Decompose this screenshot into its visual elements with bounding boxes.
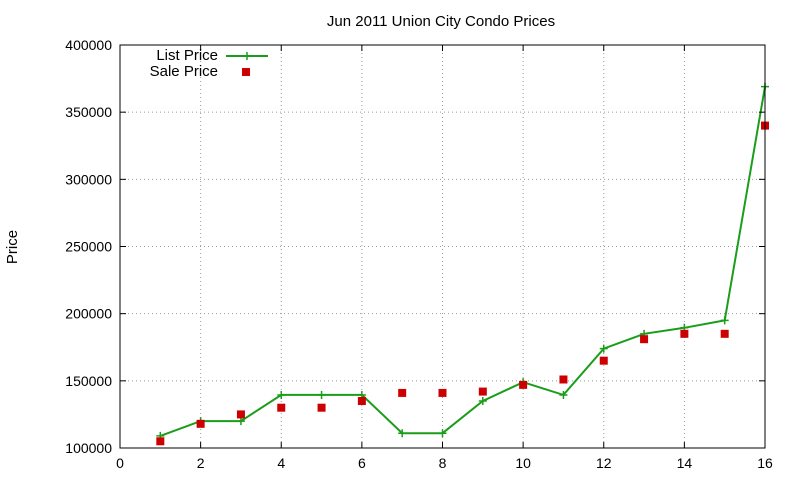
list-price-point xyxy=(317,390,326,399)
legend-marker-list-price xyxy=(243,52,251,60)
x-tick-label: 12 xyxy=(596,455,612,471)
list-price-point xyxy=(398,429,407,438)
sale-price-point xyxy=(680,329,689,338)
list-price-point xyxy=(559,390,568,399)
sale-price-point xyxy=(156,437,165,446)
y-tick-label: 350000 xyxy=(65,104,112,120)
x-tick-label: 6 xyxy=(358,455,366,471)
list-price-point xyxy=(720,316,729,325)
sale-price-point xyxy=(196,419,205,428)
y-tick-label: 100000 xyxy=(65,440,112,456)
list-price-point xyxy=(438,429,447,438)
grid xyxy=(120,45,765,448)
y-tick-label: 200000 xyxy=(65,306,112,322)
list-price-point xyxy=(478,396,487,405)
x-tick-label: 4 xyxy=(277,455,285,471)
legend: List Price Sale Price xyxy=(150,47,268,80)
y-tick-label: 400000 xyxy=(65,37,112,53)
x-tick-label: 16 xyxy=(757,455,773,471)
list-price-point xyxy=(236,417,245,426)
x-tick-label: 8 xyxy=(439,455,447,471)
sale-price-point xyxy=(317,403,326,412)
list-price-point xyxy=(599,344,608,353)
y-tick-label: 250000 xyxy=(65,239,112,255)
plot-area xyxy=(156,82,769,446)
x-tick-label: 0 xyxy=(116,455,124,471)
x-tick-label: 2 xyxy=(197,455,205,471)
sale-price-point xyxy=(398,388,407,397)
sale-price-point xyxy=(277,403,286,412)
sale-price-point xyxy=(519,380,528,389)
legend-label-list-price: List Price xyxy=(156,47,218,64)
y-tick-label: 150000 xyxy=(65,373,112,389)
sale-price-point xyxy=(236,410,245,419)
list-price-line xyxy=(159,86,766,437)
sale-price-point xyxy=(357,396,366,405)
sale-price-point xyxy=(720,329,729,338)
y-axis-label: Price xyxy=(4,230,21,264)
x-tick-label: 10 xyxy=(515,455,531,471)
sale-price-point xyxy=(599,356,608,365)
sale-price-point xyxy=(438,388,447,397)
y-tick-label: 300000 xyxy=(65,171,112,187)
x-tick-label: 14 xyxy=(677,455,693,471)
legend-label-sale-price: Sale Price xyxy=(150,63,218,80)
axis-ticks: 0 2 4 6 8 10 12 14 16 100000 150000 200000 250000 300… xyxy=(65,37,773,471)
sale-price-point xyxy=(478,387,487,396)
sale-price-point xyxy=(640,335,649,344)
sale-price-point xyxy=(559,375,568,384)
chart-title: Jun 2011 Union City Condo Prices xyxy=(327,13,555,30)
legend-marker-sale-price xyxy=(242,68,250,76)
list-price-point xyxy=(277,390,286,399)
